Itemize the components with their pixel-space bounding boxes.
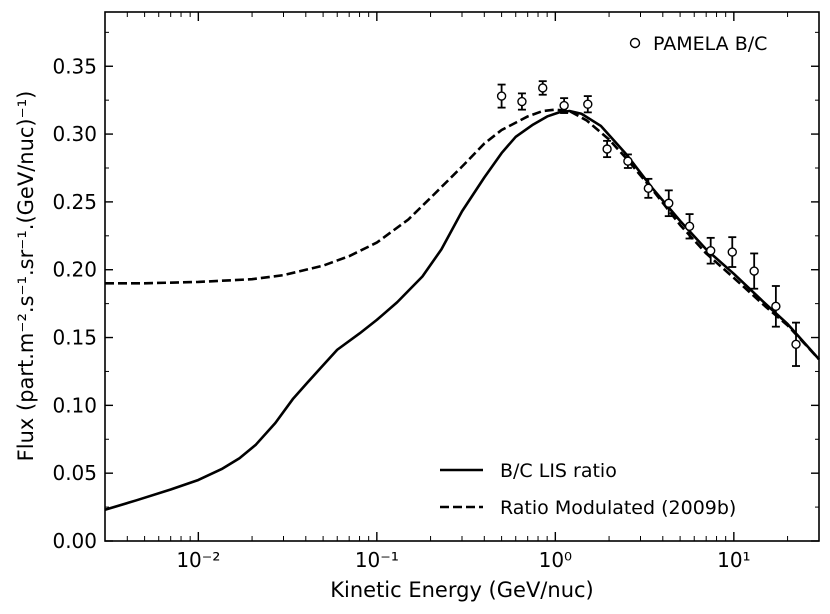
legend-pamela: PAMELA B/C [629, 33, 767, 55]
ticks-group [104, 12, 820, 542]
pamela-point [791, 339, 801, 350]
pamela-point [538, 83, 548, 93]
curves-group [104, 108, 820, 512]
tick-labels-group: 0.00 0.05 0.10 0.15 0.20 0.25 0.30 0.35 10⁻² 10⁻¹… [52, 54, 750, 572]
pamela-point [602, 144, 612, 154]
y-tick-label: 0.10 [52, 393, 97, 417]
y-tick-label: 0.30 [52, 122, 97, 146]
x-tick-label: 10¹ [717, 548, 750, 572]
pamela-point [496, 91, 507, 101]
plot-frame [104, 11, 820, 542]
pamela-point [623, 156, 633, 166]
y-tick-label: 0.25 [52, 190, 97, 214]
pamela-point [727, 247, 737, 257]
legend-modulated-label: Ratio Modulated (2009b) [500, 497, 736, 519]
pamela-point [771, 301, 781, 312]
y-tick-label: 0.00 [52, 529, 97, 553]
pamela-point [749, 266, 759, 276]
series-modulated-line [105, 108, 820, 361]
pamela-point [643, 183, 654, 194]
y-tick-label: 0.15 [52, 326, 97, 350]
y-tick-label: 0.20 [52, 258, 97, 282]
pamela-point [559, 100, 569, 111]
pamela-point [517, 96, 527, 107]
legend-pamela-label: PAMELA B/C [653, 33, 767, 55]
points-group [496, 80, 801, 367]
x-tick-label: 10⁻¹ [355, 548, 399, 572]
x-axis-label: Kinetic Energy (GeV/nuc) [330, 578, 594, 602]
series-lis-line [104, 109, 820, 512]
y-axis-label: Flux (part.m⁻².s⁻¹.sr⁻¹.(GeV/nuc)⁻¹) [14, 91, 38, 462]
pamela-point [684, 221, 695, 232]
legend-pamela-marker [629, 37, 641, 49]
legend-lines: B/C LIS ratio Ratio Modulated (2009b) [440, 460, 736, 519]
pamela-point [664, 198, 674, 208]
pamela-point [583, 99, 593, 109]
y-tick-label: 0.35 [52, 54, 97, 78]
x-tick-label: 10⁰ [539, 548, 572, 572]
pamela-point [706, 246, 716, 256]
y-tick-label: 0.05 [52, 461, 97, 485]
x-tick-label: 10⁻² [176, 548, 220, 572]
legend-lis-label: B/C LIS ratio [500, 460, 617, 482]
